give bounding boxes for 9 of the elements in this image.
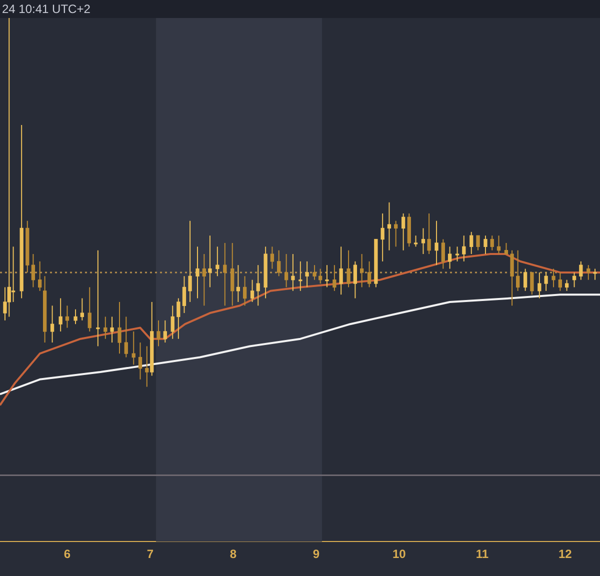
- x-tick-label: 8: [230, 547, 237, 562]
- x-tick-label: 7: [146, 547, 154, 562]
- x-tick-label: 12: [558, 547, 572, 562]
- x-tick-label: 10: [392, 547, 406, 562]
- candlestick: [593, 268, 597, 280]
- x-tick-label: 11: [476, 547, 489, 562]
- text: 24 10:41 UTC+2: [0, 0, 600, 18]
- x-tick-label: 6: [64, 547, 71, 562]
- x-tick-label: 9: [312, 547, 320, 562]
